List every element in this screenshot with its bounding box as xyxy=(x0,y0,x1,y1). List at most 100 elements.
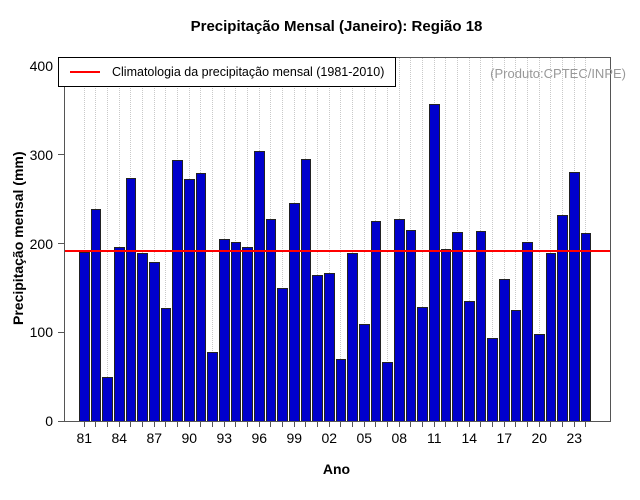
x-tick xyxy=(212,421,214,427)
legend-label: Climatologia da precipitação mensal (198… xyxy=(112,65,385,79)
bar xyxy=(114,247,125,421)
bar xyxy=(347,253,358,421)
chart-title: Precipitação Mensal (Janeiro): Região 18 xyxy=(190,18,483,35)
bar xyxy=(405,230,417,421)
bar xyxy=(499,279,510,421)
x-tick xyxy=(550,421,552,427)
gridline xyxy=(282,58,284,421)
x-tick-label: 02 xyxy=(321,430,338,446)
bar xyxy=(149,262,160,421)
gridline xyxy=(363,58,365,421)
bar xyxy=(475,231,487,421)
legend-box: Climatologia da precipitação mensal (198… xyxy=(58,57,396,87)
x-tick-label: 23 xyxy=(566,430,583,446)
bar xyxy=(370,221,382,421)
x-tick xyxy=(562,421,564,427)
bar xyxy=(125,178,137,421)
x-tick xyxy=(200,421,202,427)
x-tick xyxy=(118,421,120,427)
bar xyxy=(429,104,440,421)
x-tick xyxy=(527,421,529,427)
x-tick xyxy=(130,421,132,427)
gridline xyxy=(235,58,237,421)
x-tick-label: 11 xyxy=(427,430,442,446)
gridline xyxy=(340,58,342,421)
bar xyxy=(417,307,428,421)
x-tick xyxy=(165,421,167,427)
x-axis-title: Ano xyxy=(322,461,351,477)
climatology-line xyxy=(65,249,610,252)
plot-area: 81 84 87 90 93 96 99 02 05 08 11 14 17 20 23 0 100 200 300… xyxy=(30,57,611,446)
x-tick xyxy=(445,421,447,427)
y-tick-label: 300 xyxy=(29,146,53,163)
bar xyxy=(569,172,580,421)
x-tick xyxy=(188,421,190,427)
x-tick xyxy=(515,421,517,427)
x-tick xyxy=(433,421,435,427)
x-tick-label: 90 xyxy=(181,430,198,446)
x-tick-label: 84 xyxy=(111,430,128,446)
bar xyxy=(160,308,172,421)
bar xyxy=(464,301,475,421)
gridline xyxy=(503,58,505,421)
x-tick xyxy=(328,421,330,427)
climatology-line-sample-icon xyxy=(70,71,100,73)
bar xyxy=(265,219,277,421)
x-tick xyxy=(422,421,424,427)
gridline xyxy=(515,58,517,421)
x-tick xyxy=(177,421,179,427)
gridline xyxy=(153,58,155,421)
x-tick-label: 99 xyxy=(286,430,303,446)
x-tick-label: 08 xyxy=(391,430,408,446)
produto-annotation: (Produto:CPTEC/INPE) xyxy=(490,66,626,81)
x-tick xyxy=(340,421,342,427)
x-tick-label: 96 xyxy=(251,430,268,446)
bar xyxy=(522,242,533,421)
x-tick xyxy=(585,421,587,427)
gridline xyxy=(212,58,214,421)
y-tick xyxy=(58,243,64,244)
y-tick-label: 100 xyxy=(29,324,53,341)
bar xyxy=(545,253,557,421)
gridline xyxy=(527,58,529,421)
gridline xyxy=(247,58,249,421)
x-tick xyxy=(223,421,225,427)
x-tick xyxy=(317,421,319,427)
x-tick xyxy=(375,421,377,427)
bar xyxy=(90,209,102,421)
bar xyxy=(359,324,370,421)
y-tick-label: 400 xyxy=(29,58,53,74)
gridline xyxy=(550,58,552,421)
bar xyxy=(277,288,288,421)
x-tick xyxy=(468,421,470,427)
bar xyxy=(382,362,393,421)
x-tick xyxy=(142,421,144,427)
x-tick xyxy=(247,421,249,427)
x-tick xyxy=(305,421,307,427)
bar xyxy=(510,310,522,421)
x-tick xyxy=(503,421,505,427)
gridline xyxy=(445,58,447,421)
bar xyxy=(172,160,183,421)
gridline xyxy=(83,58,85,421)
x-tick xyxy=(83,421,85,427)
gridline xyxy=(107,58,109,421)
x-tick xyxy=(258,421,260,427)
bar xyxy=(137,253,148,421)
gridline xyxy=(468,58,470,421)
x-tick xyxy=(492,421,494,427)
bar xyxy=(102,377,113,421)
y-tick xyxy=(58,331,64,333)
y-tick-label: 0 xyxy=(45,413,53,429)
gridline xyxy=(118,58,120,421)
y-tick-label: 200 xyxy=(29,235,53,252)
bar xyxy=(207,352,218,421)
x-tick xyxy=(95,421,97,427)
x-tick-label: 05 xyxy=(356,430,373,446)
x-tick-label: 81 xyxy=(76,430,93,446)
x-tick xyxy=(282,421,284,427)
x-tick-label: 14 xyxy=(461,430,478,446)
bar xyxy=(394,219,405,421)
bar xyxy=(452,232,463,421)
